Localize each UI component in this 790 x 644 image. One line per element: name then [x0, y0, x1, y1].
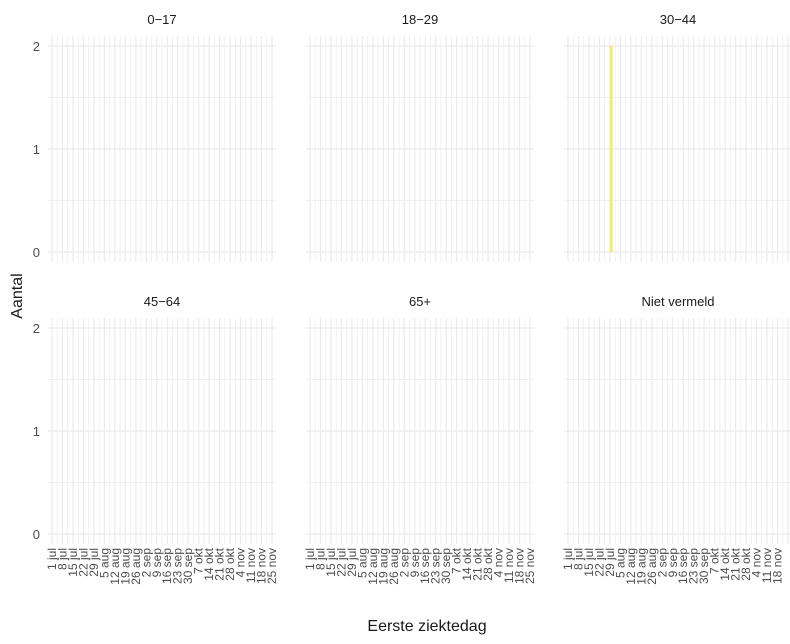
y-tick-label: 2	[33, 39, 40, 54]
x-tick-label: 21 okt	[471, 547, 485, 580]
x-tick-label: 23 sep	[429, 548, 443, 584]
x-tick-label: 15 jul	[582, 548, 596, 577]
facet-title: 65+	[409, 294, 431, 309]
bar	[610, 46, 613, 252]
y-tick-label: 1	[33, 424, 40, 439]
x-tick-label: 19 aug	[634, 548, 648, 585]
facet-title: 45−64	[144, 294, 181, 309]
x-tick-label: 19 aug	[118, 548, 132, 585]
y-tick-label: 2	[33, 321, 40, 336]
x-tick-label: 30 sep	[181, 548, 195, 584]
x-tick-label: 28 okt	[481, 547, 495, 580]
x-tick-label: 4 nov	[492, 548, 506, 577]
x-tick-label: 4 nov	[234, 548, 248, 577]
x-tick-label: 22 jul	[76, 548, 90, 577]
x-tick-label: 2 sep	[397, 548, 411, 578]
x-tick-label: 29 jul	[603, 548, 617, 577]
x-tick-label: 11 nov	[502, 548, 516, 583]
x-tick-label: 26 aug	[645, 548, 659, 585]
x-tick-label: 30 sep	[697, 548, 711, 584]
facet-panel: 30−44	[564, 12, 790, 262]
y-tick-label: 0	[33, 527, 40, 542]
x-tick-label: 2 sep	[655, 548, 669, 578]
x-tick-label: 4 nov	[750, 548, 764, 577]
x-tick-label: 16 sep	[676, 548, 690, 584]
x-tick-label: 14 okt	[202, 547, 216, 580]
x-tick-label: 5 aug	[613, 548, 627, 578]
x-tick-label: 29 jul	[87, 548, 101, 577]
x-tick-label: 18 nov	[255, 548, 269, 584]
x-tick-label: 12 aug	[366, 548, 380, 585]
x-tick-label: 11 nov	[760, 548, 774, 583]
x-tick-label: 7 okt	[192, 547, 206, 574]
x-tick-label: 25 nov	[523, 548, 537, 584]
x-tick-label: 28 okt	[739, 547, 753, 580]
x-tick-label: 9 sep	[408, 548, 422, 578]
x-tick-label: 26 aug	[129, 548, 143, 585]
x-tick-label: 21 okt	[213, 547, 227, 580]
x-tick-label: 7 okt	[708, 547, 722, 574]
x-tick-label: 7 okt	[450, 547, 464, 574]
x-tick-label: 29 jul	[345, 548, 359, 577]
x-tick-label: 18 nov	[513, 548, 527, 584]
x-tick-label: 11 nov	[244, 548, 258, 583]
x-tick-label: 22 jul	[592, 548, 606, 577]
x-tick-label: 30 sep	[439, 548, 453, 584]
x-tick-label: 16 sep	[160, 548, 174, 584]
x-tick-label: 12 aug	[108, 548, 122, 585]
x-tick-label: 15 jul	[66, 548, 80, 577]
x-tick-label: 18 nov	[771, 548, 785, 584]
x-tick-label: 26 aug	[387, 548, 401, 585]
x-tick-label: 1 jul	[303, 548, 317, 570]
x-tick-label: 23 sep	[171, 548, 185, 584]
x-tick-label: 19 aug	[376, 548, 390, 585]
x-tick-label: 8 jul	[571, 548, 585, 570]
x-tick-label: 5 aug	[355, 548, 369, 578]
x-tick-label: 1 jul	[561, 548, 575, 570]
facet-title: 30−44	[660, 12, 697, 27]
x-tick-label: 28 okt	[223, 547, 237, 580]
x-tick-label: 22 jul	[334, 548, 348, 577]
x-tick-label: 21 okt	[729, 547, 743, 580]
x-axis-title: Eerste ziektedag	[367, 618, 486, 635]
x-tick-label: 1 jul	[45, 548, 59, 570]
x-tick-label: 15 jul	[324, 548, 338, 577]
facet-title: 0−17	[147, 12, 176, 27]
x-tick-label: 8 jul	[313, 548, 327, 570]
facet-title: 18−29	[402, 12, 439, 27]
x-tick-label: 5 aug	[97, 548, 111, 578]
y-axis-title: Aantal	[9, 273, 26, 318]
y-tick-label: 0	[33, 245, 40, 260]
facet-title: Niet vermeld	[642, 294, 715, 309]
x-tick-label: 14 okt	[718, 547, 732, 580]
facet-panel: 18−29	[306, 12, 534, 262]
x-tick-label: 12 aug	[624, 548, 638, 585]
x-tick-label: 16 sep	[418, 548, 432, 584]
y-tick-label: 1	[33, 142, 40, 157]
x-tick-label: 9 sep	[150, 548, 164, 578]
x-tick-label: 14 okt	[460, 547, 474, 580]
x-tick-label: 25 nov	[265, 548, 279, 584]
x-tick-label: 8 jul	[55, 548, 69, 570]
x-tick-label: 23 sep	[687, 548, 701, 584]
facet-panel: 0−17 0 1 2	[33, 12, 276, 262]
x-tick-label: 9 sep	[666, 548, 680, 578]
x-tick-label: 2 sep	[139, 548, 153, 578]
